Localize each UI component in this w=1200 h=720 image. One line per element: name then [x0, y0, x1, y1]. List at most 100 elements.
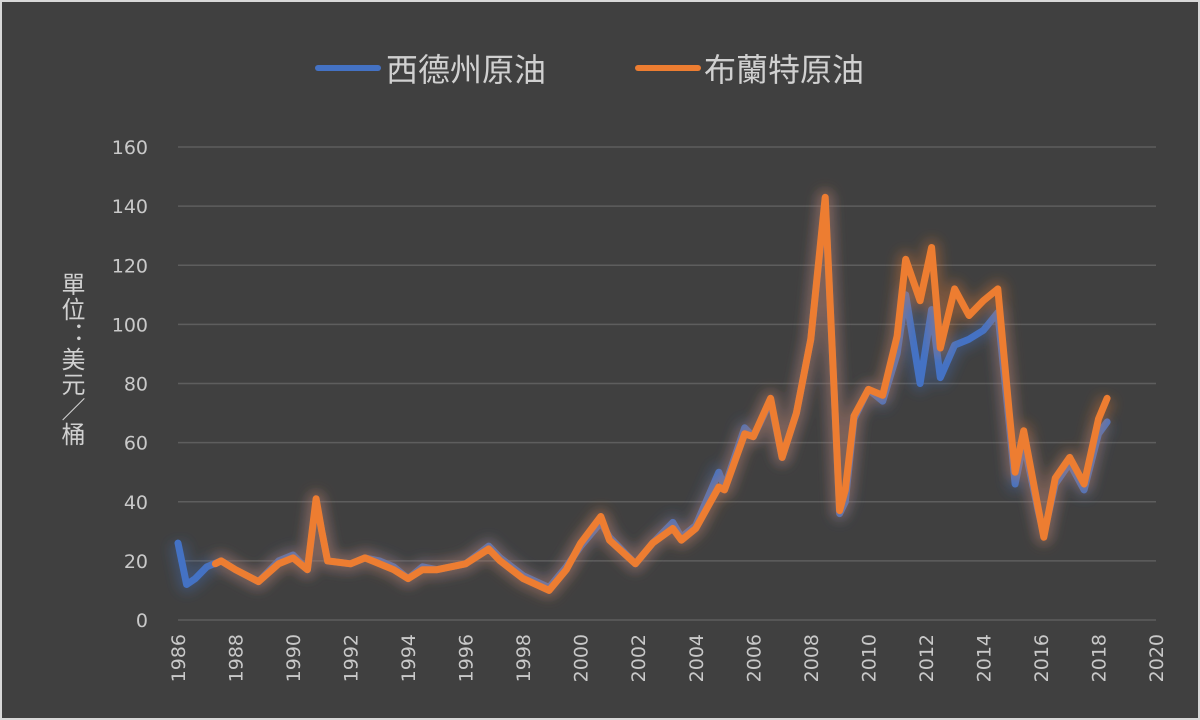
brent-point — [376, 560, 383, 568]
wti-point — [174, 539, 182, 547]
brent-point — [433, 566, 441, 573]
brent-point — [1066, 454, 1073, 461]
brent-point — [669, 525, 676, 532]
brent-point — [1052, 474, 1059, 482]
legend-label-wti: 西德州原油 — [386, 51, 546, 89]
brent-point — [632, 560, 639, 568]
brent-point — [649, 539, 656, 547]
y-axis-label: 單位：美元／桶 — [57, 272, 85, 447]
wti-point — [1011, 480, 1019, 488]
y-tick-label: 40 — [124, 492, 148, 514]
brent-point — [606, 536, 613, 544]
brent-point — [721, 486, 728, 494]
brent-point — [519, 575, 527, 582]
brent-point — [289, 554, 297, 562]
brent-point — [842, 486, 849, 494]
brent-point — [390, 566, 397, 573]
brent-point — [928, 244, 935, 251]
brent-point — [836, 507, 843, 514]
wti-point — [183, 581, 190, 588]
brent-point — [1103, 395, 1111, 402]
brent-point — [767, 395, 774, 402]
brent-point — [404, 575, 412, 582]
brent-point — [793, 409, 800, 417]
y-tick-label: 140 — [112, 196, 148, 218]
x-axis-ticks: 1986 1988 1990 1992 1994 1996 1998 2000 2002 2004… — [168, 634, 1168, 682]
x-tick-label: 2000 — [571, 634, 593, 682]
x-tick-label: 2014 — [973, 634, 995, 682]
brent-point — [462, 560, 469, 568]
brent-point — [715, 483, 722, 491]
y-tick-label: 80 — [124, 374, 148, 396]
x-tick-label: 2002 — [628, 634, 650, 682]
brent-point — [980, 297, 987, 304]
brent-point — [545, 587, 553, 594]
brent-point — [485, 545, 492, 553]
brent-point — [692, 525, 699, 532]
brent-point — [893, 333, 901, 340]
brent-point — [741, 430, 748, 437]
brent-point — [830, 380, 838, 387]
brent-point — [902, 256, 909, 263]
brent-point — [1020, 427, 1027, 434]
brent-point — [275, 560, 282, 568]
y-tick-label: 0 — [136, 610, 148, 632]
brent-point — [419, 566, 426, 573]
wti-point — [916, 380, 924, 387]
y-axis-ticks: 0 20 40 60 80 100 120 140 160 — [112, 137, 148, 632]
series-glow-1 — [211, 189, 1115, 599]
brent-point — [1080, 480, 1088, 488]
brent-point — [1095, 415, 1102, 423]
brent-point — [850, 412, 858, 420]
wti-point — [980, 327, 987, 334]
brent-point — [951, 285, 958, 293]
brent-point — [1034, 504, 1042, 511]
brent-point — [597, 513, 605, 520]
brent-point — [937, 344, 944, 352]
x-tick-label: 1994 — [398, 634, 420, 682]
brent-point — [577, 539, 584, 547]
brent-point — [916, 297, 924, 304]
brent-point — [232, 566, 239, 573]
x-tick-label: 1992 — [341, 634, 363, 682]
brent-point — [678, 536, 685, 544]
brent-point — [965, 312, 973, 319]
y-tick-label: 20 — [124, 551, 148, 573]
brent-point — [1006, 409, 1013, 417]
legend-label-brent: 布蘭特原油 — [704, 51, 864, 89]
y-tick-label: 120 — [112, 255, 148, 277]
x-tick-label: 1998 — [513, 634, 535, 682]
x-tick-label: 1988 — [226, 634, 248, 682]
wti-point — [192, 575, 199, 582]
x-tick-label: 2008 — [801, 634, 823, 682]
x-tick-label: 2020 — [1146, 634, 1168, 682]
brent-point — [994, 285, 1001, 293]
x-tick-label: 2006 — [743, 634, 765, 682]
x-tick-label: 2018 — [1088, 634, 1110, 682]
brent-point — [822, 194, 829, 201]
brent-point — [563, 566, 570, 573]
series-lines — [170, 189, 1115, 599]
wti-point — [203, 563, 210, 570]
brent-point — [496, 557, 504, 565]
x-tick-label: 1996 — [456, 634, 478, 682]
brent-point — [255, 578, 262, 585]
wti-point — [951, 341, 958, 349]
brent-point — [217, 557, 225, 565]
brent-point — [750, 433, 757, 440]
brent-point — [1011, 468, 1019, 476]
x-tick-label: 2010 — [858, 634, 880, 682]
brent-point — [212, 560, 219, 568]
brent-point — [324, 557, 331, 565]
brent-point — [1040, 534, 1048, 541]
y-tick-label: 60 — [124, 433, 148, 455]
brent-point — [879, 392, 886, 399]
x-tick-label: 2004 — [686, 634, 708, 682]
y-tick-label: 160 — [112, 137, 148, 159]
wti-point — [965, 335, 973, 343]
x-tick-label: 2012 — [916, 634, 938, 682]
x-tick-label: 1986 — [168, 634, 190, 682]
x-tick-label: 1990 — [283, 634, 305, 682]
